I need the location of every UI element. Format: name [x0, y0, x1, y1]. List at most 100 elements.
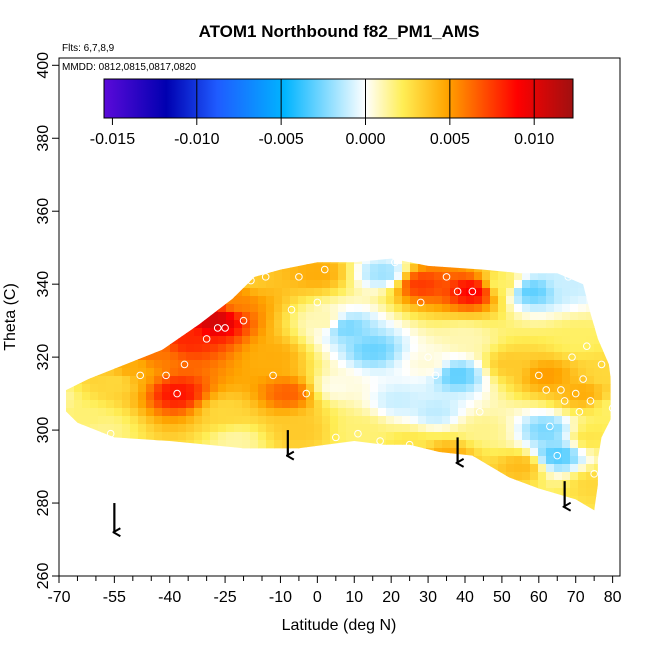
heat-cell — [242, 456, 251, 465]
heat-cell — [418, 416, 427, 425]
heat-cell — [274, 264, 283, 273]
heat-cell — [490, 504, 499, 511]
heat-cell — [306, 464, 315, 473]
heat-cell — [538, 304, 547, 313]
heat-cell — [90, 248, 99, 257]
heat-cell — [378, 280, 387, 289]
heat-cell — [514, 304, 523, 313]
heat-cell — [410, 408, 419, 417]
heat-cell — [386, 400, 395, 409]
heat-cell — [578, 328, 587, 337]
heat-cell — [386, 424, 395, 433]
heat-cell — [402, 376, 411, 385]
heat-cell — [338, 408, 347, 417]
heat-cell — [418, 400, 427, 409]
heat-cell — [338, 376, 347, 385]
heat-cell — [594, 480, 603, 489]
heat-cell — [146, 472, 155, 481]
heat-cell — [122, 328, 131, 337]
heat-cell — [258, 424, 267, 433]
heat-cell — [418, 258, 427, 265]
heat-cell — [546, 432, 555, 441]
heat-cell — [250, 240, 259, 249]
heat-cell — [522, 320, 531, 329]
y-tick-label: 300 — [35, 417, 52, 444]
heat-cell — [474, 448, 483, 457]
heat-cell — [450, 504, 459, 511]
heat-cell — [298, 258, 307, 265]
heat-cell — [418, 304, 427, 313]
sample-point — [608, 404, 617, 412]
heat-cell — [370, 488, 379, 497]
heat-cell — [514, 448, 523, 457]
heat-cell — [290, 240, 299, 249]
heat-cell — [194, 240, 203, 249]
heat-cell — [346, 320, 355, 329]
heat-cell — [490, 488, 499, 497]
heat-cell — [354, 488, 363, 497]
heat-cell — [138, 320, 147, 329]
sample-point — [162, 371, 170, 380]
heat-cell — [322, 258, 331, 265]
heat-cell — [418, 320, 427, 329]
heat-cell — [474, 320, 483, 329]
heat-cell — [570, 288, 579, 297]
heat-cell — [434, 240, 443, 249]
heat-cell — [474, 352, 483, 361]
heat-cell — [394, 424, 403, 433]
heat-cell — [594, 344, 603, 353]
heat-cell — [362, 336, 371, 345]
heat-cell — [266, 312, 275, 321]
y-tick-label: 340 — [35, 271, 52, 298]
heat-cell — [98, 504, 107, 511]
heat-cell — [250, 488, 259, 497]
heat-cell — [138, 512, 147, 521]
heat-cell — [210, 440, 219, 449]
heat-cell — [66, 304, 75, 313]
heat-cell — [538, 296, 547, 305]
heat-cell — [538, 336, 547, 345]
heat-cell — [242, 368, 251, 377]
heat-cell — [346, 352, 355, 361]
y-tick-label: 320 — [35, 344, 52, 371]
heat-cell — [202, 464, 211, 473]
heat-cell — [202, 512, 211, 521]
heat-cell — [482, 376, 491, 385]
heat-cell — [74, 408, 83, 417]
heat-cell — [354, 240, 363, 249]
heat-cell — [210, 304, 219, 313]
heat-cell — [386, 504, 395, 511]
heat-cell — [362, 264, 371, 273]
heat-cell — [266, 258, 275, 265]
heat-cell — [498, 368, 507, 377]
heat-cell — [90, 258, 99, 265]
heat-cell — [402, 248, 411, 257]
heat-cell — [474, 472, 483, 481]
heat-cell — [146, 512, 155, 521]
heat-cell — [410, 456, 419, 465]
heat-cell — [586, 248, 595, 257]
heat-cell — [66, 360, 75, 369]
heat-cell — [554, 464, 563, 473]
heat-cell — [450, 258, 459, 265]
heat-cell — [498, 320, 507, 329]
heat-cell — [370, 320, 379, 329]
heat-cell — [378, 328, 387, 337]
heat-cell — [82, 456, 91, 465]
heat-cell — [98, 288, 107, 297]
heat-cell — [210, 400, 219, 409]
heat-cell — [450, 376, 459, 385]
heat-cell — [82, 440, 91, 449]
heat-cell — [410, 496, 419, 505]
heat-cell — [114, 344, 123, 353]
heat-cell — [90, 304, 99, 313]
heat-cell — [458, 352, 467, 361]
heat-cell — [298, 480, 307, 489]
heat-cell — [170, 248, 179, 257]
heat-cell — [386, 304, 395, 313]
heat-cell — [458, 384, 467, 393]
heat-cell — [394, 376, 403, 385]
heat-cell — [570, 344, 579, 353]
heat-cell — [586, 328, 595, 337]
heat-cell — [394, 240, 403, 249]
